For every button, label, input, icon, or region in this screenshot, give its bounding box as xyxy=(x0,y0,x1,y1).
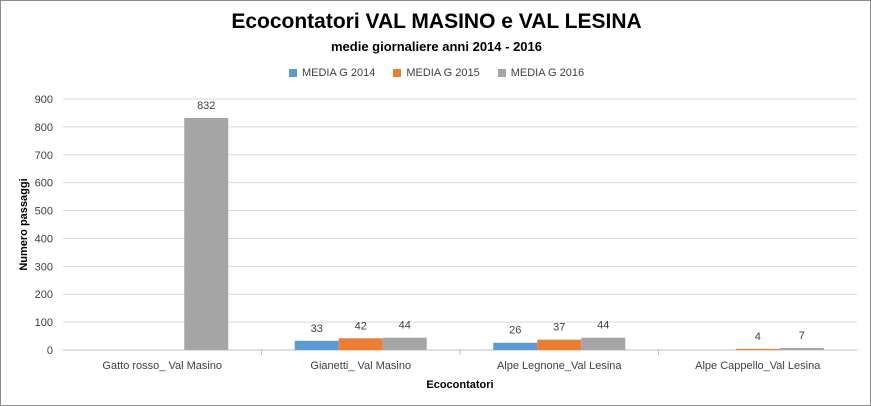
y-tick-label: 500 xyxy=(35,206,53,218)
y-tick-label: 400 xyxy=(35,233,53,245)
bar xyxy=(382,337,427,350)
chart-legend: MEDIA G 2014 MEDIA G 2015 MEDIA G 2016 xyxy=(1,67,871,79)
y-tick-label: 800 xyxy=(35,122,53,134)
chart-title: Ecocontatori VAL MASINO e VAL LESINA xyxy=(231,10,642,33)
bar xyxy=(779,348,824,350)
bar xyxy=(184,117,229,350)
legend-label-2016: MEDIA G 2016 xyxy=(510,67,585,79)
data-label: 44 xyxy=(597,320,609,332)
x-tick-label: Alpe Cappello_Val Lesina xyxy=(695,360,821,372)
data-label: 33 xyxy=(311,323,323,335)
y-axis-title: Numero passaggi xyxy=(18,178,30,270)
data-label: 42 xyxy=(355,320,367,332)
data-label: 4 xyxy=(755,331,761,343)
chart-subtitle: medie giornaliere anni 2014 - 2016 xyxy=(331,39,542,54)
x-tick-label: Gianetti_ Val Masino xyxy=(310,360,411,372)
bar xyxy=(581,337,626,350)
bar xyxy=(294,340,339,350)
bar xyxy=(537,339,582,350)
y-tick-label: 200 xyxy=(35,289,53,301)
legend-swatch-2015 xyxy=(393,69,402,77)
legend-swatch-2014 xyxy=(288,69,297,77)
bar xyxy=(735,348,780,350)
y-tick-label: 600 xyxy=(35,178,53,190)
data-label: 44 xyxy=(399,320,411,332)
bar xyxy=(493,342,538,350)
legend-swatch-2016 xyxy=(497,69,506,77)
x-tick-label: Alpe Legnone_Val Lesina xyxy=(497,360,622,372)
data-label: 832 xyxy=(197,100,215,112)
legend-item-2014: MEDIA G 2014 xyxy=(288,67,376,79)
y-tick-label: 700 xyxy=(35,150,53,162)
x-tick-label: Gatto rosso_ Val Masino xyxy=(102,360,222,372)
y-tick-label: 100 xyxy=(35,317,53,329)
y-tick-label: 0 xyxy=(47,345,53,357)
legend-label-2014: MEDIA G 2014 xyxy=(301,67,376,79)
legend-item-2016: MEDIA G 2016 xyxy=(497,67,585,79)
x-axis-title: Ecocontatori xyxy=(426,379,493,391)
legend-label-2015: MEDIA G 2015 xyxy=(406,67,480,79)
data-label: 37 xyxy=(553,322,565,334)
y-tick-label: 300 xyxy=(35,261,53,273)
legend-item-2015: MEDIA G 2015 xyxy=(393,67,480,79)
data-label: 7 xyxy=(799,330,805,342)
bar xyxy=(338,338,383,350)
data-label: 26 xyxy=(509,325,521,337)
y-tick-label: 900 xyxy=(35,94,53,106)
